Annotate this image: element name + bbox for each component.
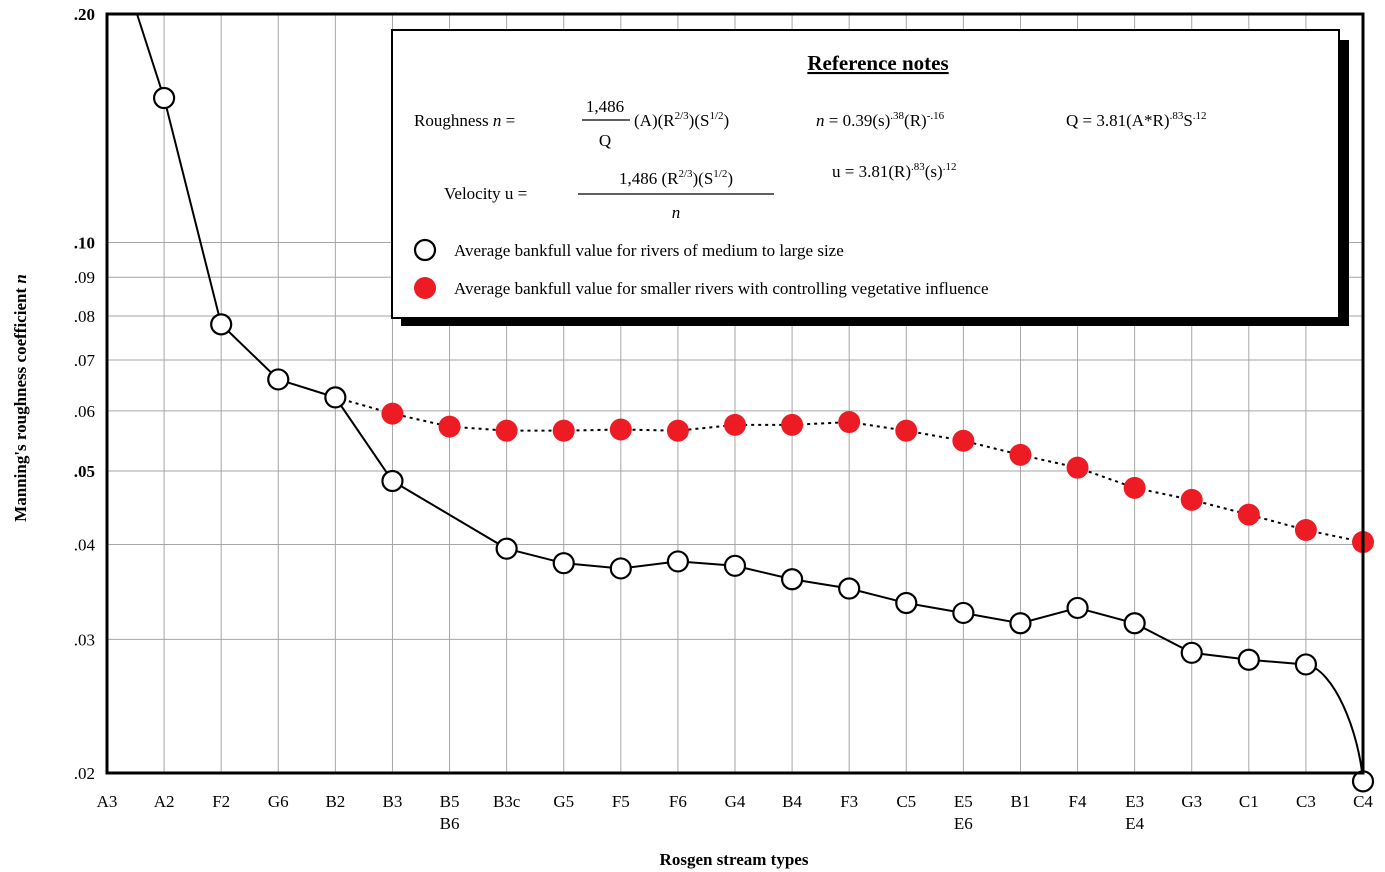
y-tick-label: .04 (74, 536, 96, 555)
data-point-filled (1123, 476, 1146, 499)
data-point-open (895, 591, 918, 615)
equation-n-power: n = 0.39(s).38(R)-.16 (816, 110, 945, 130)
x-tick-label: B1 (1011, 792, 1031, 811)
data-point-filled (895, 419, 918, 442)
x-tick-label: B5 (440, 792, 460, 811)
roughness-fraction-tail: (A)(R2/3)(S1/2) (634, 110, 729, 130)
equation-q-power: Q = 3.81(A*R).83S.12 (1066, 110, 1207, 130)
x-tick-label: G5 (553, 792, 574, 811)
data-point-open (495, 537, 518, 560)
data-point-open (324, 386, 347, 409)
data-point-open (381, 469, 404, 493)
data-point-filled (438, 415, 461, 438)
data-point-open (1180, 641, 1203, 664)
reference-notes-box (391, 29, 1340, 319)
y-axis-title: Manning's roughness coefficient n (11, 274, 30, 522)
data-point-open (152, 86, 176, 110)
x-tick-label: E4 (1125, 814, 1144, 833)
y-tick-label: .03 (74, 630, 95, 649)
x-axis-title: Rosgen stream types (660, 850, 809, 869)
y-tick-label: .07 (74, 351, 96, 370)
x-tick-label: B3c (493, 792, 521, 811)
x-tick-label: E6 (954, 814, 973, 833)
series-points (152, 86, 1375, 793)
x-tick-label: B3 (383, 792, 403, 811)
data-point-open (1237, 648, 1260, 671)
x-tick-label: G6 (268, 792, 289, 811)
data-point-filled (552, 419, 575, 442)
data-point-open (723, 554, 747, 577)
x-tick-label: F2 (212, 792, 230, 811)
x-tick-label: G3 (1181, 792, 1202, 811)
data-point-filled (1294, 519, 1317, 542)
data-point-filled (381, 402, 404, 425)
data-point-open (780, 568, 804, 591)
data-point-filled (1066, 456, 1089, 479)
x-tick-label: F5 (612, 792, 630, 811)
reference-notes: Reference notes Roughness n = 1,486 Q (A… (391, 29, 1349, 326)
x-tick-label: G4 (725, 792, 746, 811)
x-tick-label: E3 (1125, 792, 1144, 811)
data-point-filled (1180, 488, 1203, 511)
x-tick-label: A2 (154, 792, 175, 811)
legend-open-label: Average bankfull value for rivers of med… (454, 241, 844, 260)
data-point-open (1066, 596, 1089, 620)
roughness-fraction-numerator: 1,486 (586, 97, 624, 116)
data-point-open (552, 552, 575, 575)
y-axis-ticks: .20 .10 .09 .08 .07 .06 .05 .04 .03 .02 (74, 5, 96, 783)
x-tick-label: B2 (325, 792, 345, 811)
y-tick-label: .06 (74, 402, 95, 421)
legend-filled-label: Average bankfull value for smaller river… (454, 279, 989, 298)
roughness-fraction-denominator: Q (599, 131, 611, 150)
series-line-medium-large (136, 13, 1364, 782)
velocity-label: Velocity u = (444, 184, 527, 203)
data-point-open (1009, 612, 1032, 635)
y-tick-label: .10 (74, 233, 95, 252)
data-point-open (952, 601, 975, 625)
data-point-open (838, 577, 861, 600)
data-point-filled (1237, 503, 1260, 526)
x-tick-label: E5 (954, 792, 973, 811)
y-tick-label: .09 (74, 268, 95, 287)
x-tick-label: B4 (782, 792, 802, 811)
x-tick-label: C5 (896, 792, 916, 811)
x-tick-label: A3 (97, 792, 118, 811)
data-point-filled (666, 419, 689, 442)
x-axis-ticks: A3 A2 F2 G6 B2 B3 B5 B6 B3c G5 F5 F6 G4 B4 F3 C5 E5 E6 B1 F… (97, 792, 1374, 833)
x-tick-label: F3 (840, 792, 858, 811)
reference-notes-title: Reference notes (807, 51, 948, 75)
data-point-open (210, 313, 233, 336)
data-point-filled (952, 429, 975, 452)
velocity-fraction-denominator: n (672, 203, 681, 222)
data-point-open (1294, 653, 1318, 676)
data-point-open (267, 368, 290, 391)
equation-u-power: u = 3.81(R).83(s).12 (832, 161, 956, 181)
plot-frame (105, 12, 1365, 775)
x-tick-label: F4 (1069, 792, 1087, 811)
data-point-open (1123, 612, 1146, 635)
data-point-filled (495, 419, 518, 442)
y-tick-label: .08 (74, 307, 95, 326)
x-tick-label: B6 (440, 814, 460, 833)
y-tick-label: .20 (74, 5, 95, 24)
data-point-filled (609, 418, 632, 441)
data-point-open (609, 557, 632, 580)
x-tick-label: C3 (1296, 792, 1316, 811)
data-point-open (666, 550, 690, 573)
data-point-filled (724, 413, 746, 436)
legend-filled-marker (414, 277, 436, 299)
data-point-filled (781, 413, 804, 436)
data-point-filled (1009, 443, 1032, 466)
y-tick-label: .05 (74, 462, 95, 481)
legend-open-marker (413, 238, 437, 262)
data-point-filled (838, 411, 861, 434)
x-tick-label: C4 (1353, 792, 1373, 811)
velocity-fraction-numerator: 1,486 (R2/3)(S1/2) (619, 168, 733, 188)
roughness-label: Roughness n = (414, 111, 515, 130)
x-tick-label: F6 (669, 792, 687, 811)
y-tick-label: .02 (74, 764, 95, 783)
x-tick-label: C1 (1239, 792, 1259, 811)
